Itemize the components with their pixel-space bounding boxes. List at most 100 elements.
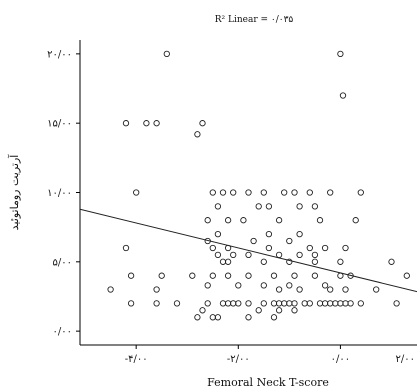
data-point — [403, 272, 410, 279]
data-point — [219, 189, 227, 196]
data-point — [235, 282, 242, 289]
data-point — [240, 217, 247, 224]
data-point — [275, 251, 283, 259]
data-point — [357, 189, 364, 196]
data-point — [224, 272, 232, 279]
data-point — [275, 300, 283, 307]
data-point — [173, 300, 181, 307]
data-point — [321, 244, 329, 252]
data-point — [260, 300, 267, 307]
data-point — [357, 300, 364, 307]
data-point — [337, 50, 344, 58]
data-point — [373, 286, 380, 293]
data-point — [204, 282, 211, 289]
data-point — [158, 272, 165, 279]
data-point — [291, 307, 298, 314]
data-point — [209, 244, 216, 252]
y-tick-label: ۵/۰۰ — [53, 257, 72, 268]
data-point — [199, 120, 206, 127]
data-point — [224, 217, 232, 224]
data-point — [163, 50, 170, 58]
data-point — [291, 189, 298, 196]
data-point — [265, 244, 273, 252]
data-point — [245, 272, 252, 279]
x-tick-label: ۰/۰۰ — [331, 354, 350, 365]
data-point — [270, 272, 278, 279]
data-point — [209, 314, 216, 321]
data-point — [219, 300, 227, 307]
data-point — [281, 300, 288, 307]
data-point — [214, 230, 222, 238]
data-point — [270, 314, 278, 321]
data-point — [265, 203, 273, 210]
data-point — [296, 230, 303, 238]
data-point — [296, 286, 303, 293]
data-point — [316, 217, 324, 224]
data-point — [209, 272, 216, 279]
data-point — [245, 251, 252, 259]
data-point — [342, 244, 349, 252]
data-point — [189, 272, 196, 279]
data-point — [235, 300, 242, 307]
data-point — [388, 258, 395, 265]
data-point — [306, 300, 313, 307]
data-point — [291, 272, 298, 279]
data-point — [143, 120, 150, 127]
data-point — [122, 244, 130, 252]
data-point — [153, 120, 160, 127]
data-point — [230, 251, 237, 259]
data-point — [122, 120, 130, 127]
data-point — [255, 307, 262, 314]
data-point — [275, 286, 283, 293]
data-point — [337, 300, 344, 307]
data-point — [327, 189, 334, 196]
data-point — [127, 272, 135, 279]
r-squared-label: R² Linear = ۰/۰۳۵ — [215, 15, 294, 25]
data-point — [260, 282, 267, 289]
data-point — [352, 217, 359, 224]
data-point — [339, 92, 347, 99]
y-tick-label: ۲۰/۰۰ — [47, 49, 72, 60]
data-point — [270, 300, 278, 307]
data-point — [306, 189, 313, 196]
data-point — [286, 237, 293, 245]
y-tick-label: ۱۰/۰۰ — [47, 188, 72, 199]
data-point — [291, 300, 298, 307]
data-point — [296, 203, 303, 210]
data-point — [245, 314, 252, 321]
data-point — [327, 286, 334, 293]
data-point — [296, 251, 303, 259]
y-tick-label: ۱۵/۰۰ — [47, 119, 72, 130]
y-axis-ticks: ۰/۰۰ ۵/۰۰ ۱۰/۰۰ ۱۵/۰۰ ۲۰/۰۰ — [47, 49, 80, 338]
data-point — [107, 286, 114, 293]
data-point — [204, 300, 211, 307]
data-point — [153, 286, 160, 293]
data-point — [245, 300, 252, 307]
data-point — [311, 258, 319, 265]
data-point — [327, 300, 334, 307]
data-point — [342, 300, 349, 307]
data-point — [199, 307, 206, 314]
data-point — [214, 251, 222, 259]
data-point — [214, 314, 222, 321]
data-point — [321, 282, 329, 289]
data-point — [306, 244, 313, 252]
x-axis-title: Femoral Neck T-score — [207, 376, 329, 389]
plot-area: ۰/۰۰ ۵/۰۰ ۱۰/۰۰ ۱۵/۰۰ ۲۰/۰۰ -۴/۰۰ -۲/۰۰ ۰/۰۰ ۲/… — [47, 40, 417, 365]
data-point — [311, 251, 319, 259]
data-point — [245, 189, 252, 196]
data-point — [224, 258, 232, 265]
data-point — [214, 203, 222, 210]
data-point — [286, 258, 293, 265]
data-point — [224, 300, 232, 307]
data-point — [230, 189, 237, 196]
data-point — [230, 300, 237, 307]
data-point — [311, 203, 319, 210]
data-point — [209, 189, 216, 196]
data-point — [275, 307, 283, 314]
data-point — [342, 286, 349, 293]
data-point — [286, 300, 293, 307]
data-point — [219, 258, 227, 265]
data-point — [393, 300, 400, 307]
data-point — [133, 189, 140, 196]
